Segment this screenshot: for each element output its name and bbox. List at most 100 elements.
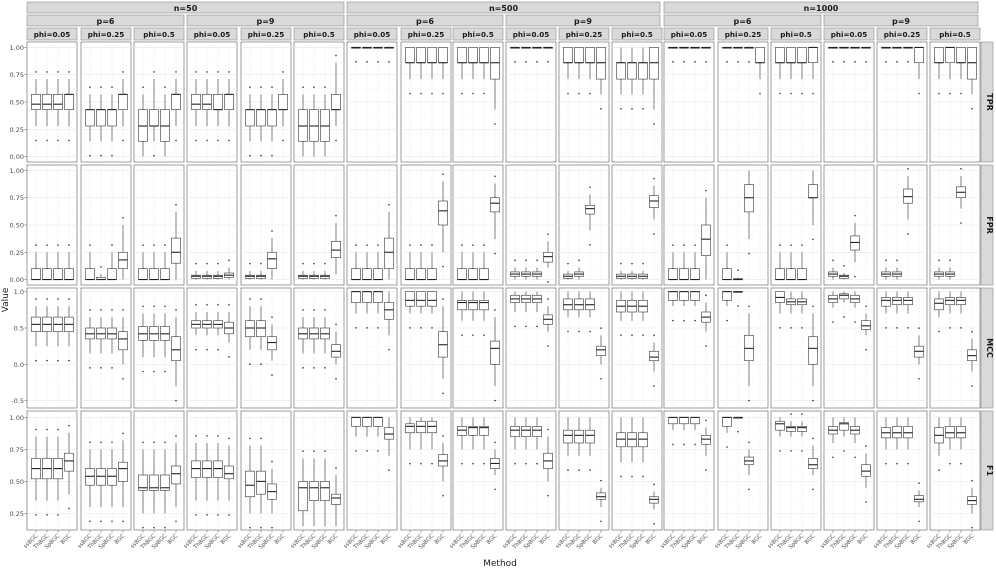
- outlier-point: [260, 262, 262, 265]
- outlier-point: [960, 222, 962, 224]
- outlier-point: [653, 385, 655, 387]
- outlier-point: [175, 520, 177, 523]
- box: [160, 268, 170, 280]
- outlier-point: [46, 359, 48, 362]
- y-tick-label: 0.75: [10, 446, 24, 454]
- outlier-point: [164, 441, 166, 444]
- outlier-point: [461, 462, 463, 465]
- outlier-point: [918, 377, 920, 380]
- outlier-point: [206, 139, 208, 142]
- outlier-point: [832, 61, 834, 63]
- box: [690, 291, 700, 301]
- outlier-point: [812, 437, 814, 440]
- outlier-point: [812, 488, 814, 491]
- outlier-point: [748, 252, 750, 255]
- box: [649, 350, 659, 362]
- outlier-point: [843, 61, 845, 63]
- outlier-point: [313, 367, 315, 369]
- outlier-point: [801, 92, 803, 95]
- outlier-point: [642, 334, 644, 336]
- outlier-point: [578, 330, 580, 333]
- outlier-point: [111, 86, 113, 88]
- box: [585, 47, 595, 64]
- box: [596, 345, 606, 356]
- box: [722, 417, 732, 427]
- outlier-point: [324, 262, 326, 265]
- outlier-point: [431, 244, 433, 246]
- box: [956, 426, 966, 439]
- box: [149, 268, 159, 280]
- outlier-point: [907, 61, 909, 63]
- outlier-point: [971, 107, 973, 110]
- outlier-point: [483, 334, 485, 336]
- outlier-point: [100, 441, 102, 444]
- outlier-point: [271, 230, 273, 232]
- box: [202, 94, 212, 110]
- box: [384, 237, 394, 269]
- outlier-point: [843, 450, 845, 452]
- outlier-point: [68, 139, 70, 142]
- outlier-point: [536, 325, 538, 328]
- outlier-point: [918, 92, 920, 95]
- y-tick-label: -0.5: [11, 397, 24, 405]
- strip-phi: [929, 27, 981, 41]
- outlier-point: [705, 419, 707, 422]
- outlier-point: [89, 520, 91, 523]
- y-tick-label: 0.50: [10, 478, 24, 486]
- outlier-point: [726, 319, 728, 322]
- x-tick-label: BGC: [60, 533, 73, 546]
- outlier-point: [442, 298, 444, 300]
- outlier-point: [249, 86, 251, 88]
- outlier-point: [164, 244, 166, 246]
- strip-phi-label: phi=0.25: [566, 30, 602, 39]
- box: [64, 94, 74, 110]
- outlier-point: [377, 61, 379, 63]
- outlier-point: [313, 450, 315, 453]
- outlier-point: [409, 327, 411, 329]
- outlier-point: [631, 475, 633, 478]
- outlier-point: [260, 86, 262, 88]
- outlier-point: [57, 139, 59, 142]
- box: [96, 468, 106, 486]
- outlier-point: [683, 319, 685, 322]
- outlier-point: [153, 244, 155, 246]
- box: [903, 297, 913, 306]
- panel: [823, 287, 875, 409]
- outlier-point: [164, 305, 166, 308]
- box: [427, 291, 437, 307]
- outlier-point: [89, 154, 91, 157]
- box: [107, 468, 117, 486]
- strip-metric: [980, 164, 994, 286]
- outlier-point: [589, 469, 591, 471]
- outlier-point: [472, 462, 474, 465]
- box: [267, 336, 277, 351]
- strip-phi-label: phi=0.25: [884, 30, 920, 39]
- box: [457, 268, 467, 280]
- strip-phi: [26, 27, 78, 41]
- box: [722, 291, 732, 301]
- outlier-point: [366, 244, 368, 246]
- y-tick-label: 0.00: [10, 153, 24, 161]
- outlier-point: [567, 330, 569, 333]
- box: [722, 268, 732, 280]
- outlier-point: [812, 238, 814, 241]
- outlier-point: [812, 305, 814, 308]
- panel: [26, 287, 78, 409]
- outlier-point: [100, 520, 102, 523]
- box: [532, 426, 542, 437]
- outlier-point: [737, 430, 739, 433]
- strip-phi: [346, 27, 398, 41]
- strip-phi: [133, 27, 185, 41]
- x-tick-label: BGC: [804, 533, 817, 546]
- outlier-point: [589, 244, 591, 246]
- box: [384, 427, 394, 440]
- outlier-point: [355, 61, 357, 63]
- outlier-point: [195, 435, 197, 437]
- box: [427, 420, 437, 434]
- outlier-point: [282, 139, 284, 142]
- strip-phi: [293, 27, 345, 41]
- outlier-point: [217, 262, 219, 265]
- box: [808, 336, 818, 365]
- outlier-point: [89, 86, 91, 88]
- outlier-point: [164, 86, 166, 88]
